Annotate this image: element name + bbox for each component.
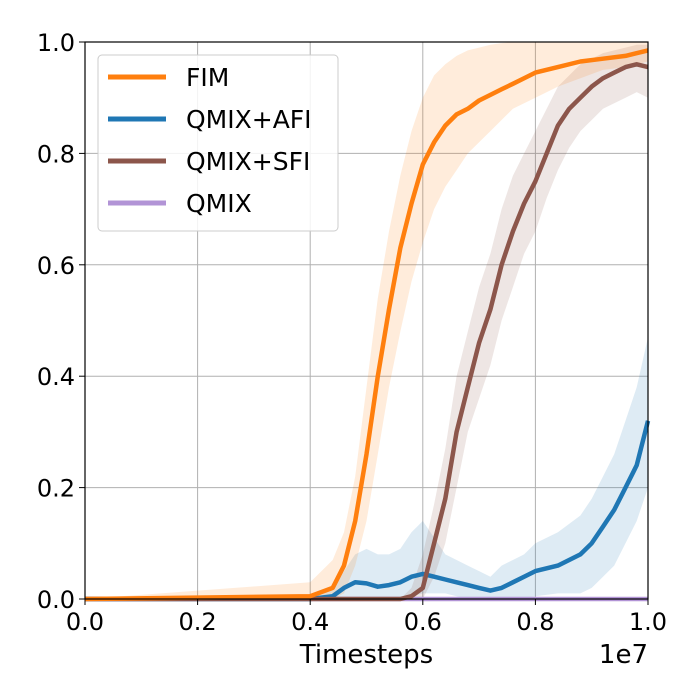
x-tick-label: 1.0 <box>629 608 667 636</box>
y-tick-label: 0.4 <box>37 363 75 391</box>
x-axis-offset-label: 1e7 <box>599 640 648 670</box>
x-tick-label: 0.0 <box>66 608 104 636</box>
y-tick-label: 0.8 <box>37 140 75 168</box>
y-tick-label: 0.0 <box>37 586 75 614</box>
confidence-band <box>85 44 648 600</box>
legend-label: QMIX+AFI <box>186 105 312 134</box>
confidence-bands <box>85 42 648 600</box>
legend-label: QMIX+SFI <box>186 147 310 176</box>
x-tick-label: 0.6 <box>404 608 442 636</box>
legend-box <box>97 54 339 232</box>
legend: FIM QMIX+AFI QMIX+SFI QMIX <box>97 54 339 232</box>
confidence-band <box>85 42 648 599</box>
x-axis-label: Timesteps <box>299 640 433 670</box>
series-line <box>85 420 651 602</box>
y-tick-label: 0.2 <box>37 475 75 503</box>
confidence-band <box>85 337 648 599</box>
series-line <box>84 48 649 602</box>
legend-label: FIM <box>186 63 229 92</box>
plot-frame <box>84 41 649 600</box>
y-tick-label: 0.6 <box>37 252 75 280</box>
x-tick-label: 0.4 <box>291 608 329 636</box>
x-axis-ticks: 0.0 0.2 0.4 0.6 0.8 1.0 <box>66 599 667 636</box>
y-axis-ticks: 0.0 0.2 0.4 0.6 0.8 1.0 <box>37 29 85 614</box>
x-tick-label: 0.2 <box>179 608 217 636</box>
x-tick-label: 0.8 <box>516 608 554 636</box>
legend-label: QMIX <box>186 189 252 218</box>
series-line <box>85 62 649 602</box>
y-tick-label: 1.0 <box>37 29 75 57</box>
